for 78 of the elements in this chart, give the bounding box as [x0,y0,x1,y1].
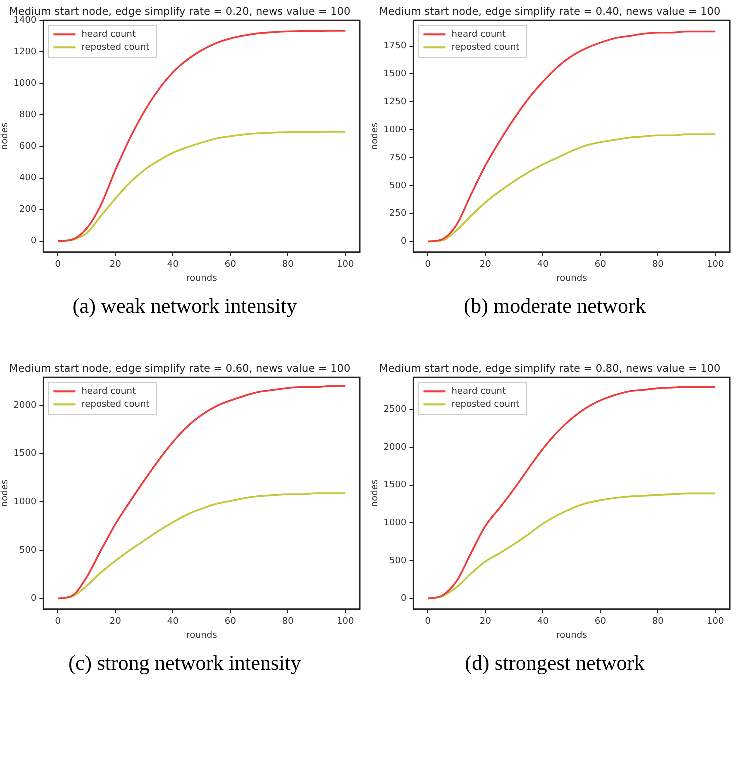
y-tick-label: 500 [390,181,407,192]
x-tick-label: 40 [167,617,180,628]
x-tick-label: 20 [110,617,122,628]
y-tick-label: 1500 [384,70,407,80]
x-tick-label: 20 [480,617,492,628]
y-tick-label: 2000 [384,442,407,453]
x-tick-label: 100 [707,260,724,270]
text: (c) strong network intensity [68,651,302,676]
y-tick-label: 1000 [14,498,37,508]
x-tick-label: 40 [167,260,180,270]
text: (b) moderate network [463,294,647,319]
y-tick-label: 200 [20,205,37,216]
x-tick-label: 80 [652,260,664,270]
x-tick-label: 40 [537,617,550,628]
line-series [427,30,717,243]
legend-label: reposted count [452,400,520,410]
y-tick-label: 250 [390,209,407,220]
x-tick-label: 100 [337,260,354,270]
x-tick-label: 100 [337,617,354,628]
x-tick-label: 0 [55,617,62,628]
chart-title: Medium start node, edge simplify rate = 0.40, news value = 100 [379,6,721,18]
legend-label: reposted count [82,42,150,53]
y-tick-label: 2500 [384,405,407,416]
x-tick-label: 0 [55,260,62,270]
x-tick-label: 80 [282,260,294,270]
y-tick-label: 1500 [14,449,37,460]
x-tick-label: 20 [480,260,492,270]
y-axis-title: nodes [0,480,11,508]
y-tick-label: 800 [20,110,37,121]
y-tick-label: 1250 [384,97,407,108]
chart-title: Medium start node, edge simplify rate = 0.80, news value = 100 [379,363,721,376]
y-tick-label: 600 [20,142,37,152]
y-tick-label: 2000 [14,400,37,411]
y-tick-label: 1500 [384,480,407,491]
x-axis-title: rounds [186,630,218,641]
x-axis-title: rounds [556,630,588,641]
legend-label: heard count [82,386,136,397]
legend-label: heard count [452,386,506,397]
y-tick-label: 500 [20,546,37,556]
y-axis-title: nodes [370,480,381,508]
x-tick-label: 60 [224,260,237,270]
line-series [57,385,347,600]
legend-label: heard count [82,30,136,40]
x-tick-label: 0 [425,617,432,628]
x-tick-label: 60 [594,617,607,628]
x-tick-label: 80 [652,617,664,628]
y-tick-label: 400 [20,174,37,184]
y-tick-label: 1750 [384,42,407,52]
y-tick-label: 1000 [384,125,407,136]
y-tick-label: 1000 [14,79,37,90]
y-tick-label: 0 [400,594,407,604]
chart-title: Medium start node, edge simplify rate = 0.60, news value = 100 [9,363,351,376]
y-tick-label: 0 [400,237,407,248]
x-tick-label: 80 [282,617,294,628]
x-tick-label: 20 [110,260,122,270]
legend-label: heard count [452,30,506,40]
y-tick-label: 500 [390,556,407,566]
line-series [57,30,347,242]
x-axis-title: rounds [186,274,218,284]
y-tick-label: 1000 [384,518,407,529]
legend-label: reposted count [82,400,150,410]
y-tick-label: 0 [30,594,37,604]
text: (a) weak network intensity [72,294,298,319]
text: (d) strongest network [464,651,646,676]
y-axis-title: nodes [0,122,11,150]
x-axis-title: rounds [556,274,588,284]
y-tick-label: 1400 [14,16,37,26]
x-tick-label: 100 [707,617,724,628]
line-series [427,386,717,600]
x-tick-label: 0 [425,260,432,270]
x-tick-label: 40 [537,260,550,270]
y-tick-label: 0 [30,236,37,247]
x-tick-label: 60 [224,617,237,628]
legend-label: reposted count [452,42,520,53]
y-tick-label: 750 [390,153,407,164]
x-tick-label: 60 [594,260,607,270]
y-axis-title: nodes [370,122,381,150]
y-tick-label: 1200 [14,47,37,58]
